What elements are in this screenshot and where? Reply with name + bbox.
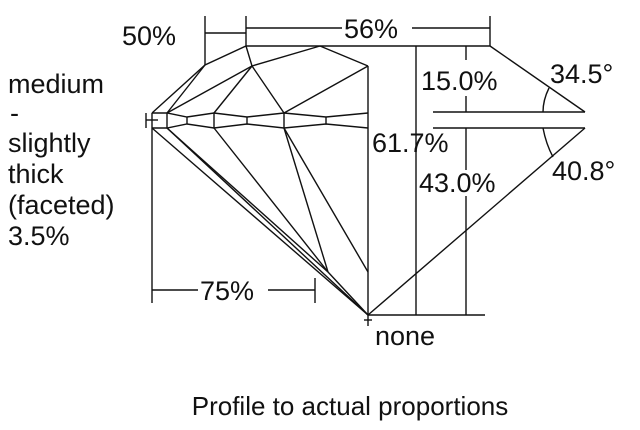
pavilion-angle-label: 40.8° [552,156,615,186]
girdle-line: medium [8,69,104,99]
angle-arcs [542,87,554,158]
pavilion-depth-label: 43.0% [419,168,496,198]
diamond-outline [145,45,586,326]
girdle-label: medium - slightly thick (faceted) 3.5% [8,69,115,251]
table-label: 56% [344,14,398,44]
girdle-line: thick [8,159,64,189]
culet-label: none [375,321,435,351]
dimension-lines [151,16,491,303]
girdle-line: - [10,98,19,128]
crown-angle-label: 34.5° [550,59,613,89]
girdle-line: slightly [8,128,91,158]
lower-half-label: 75% [200,276,254,306]
crown-height-label: 15.0% [421,66,498,96]
total-depth-label: 61.7% [372,128,449,158]
girdle-line: (faceted) [8,190,115,220]
caption: Profile to actual proportions [192,391,509,421]
crown-ratio-label: 50% [122,21,176,51]
girdle-line: 3.5% [8,221,70,251]
